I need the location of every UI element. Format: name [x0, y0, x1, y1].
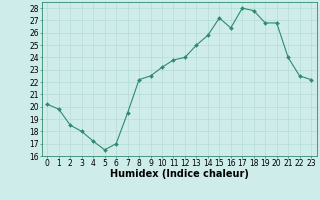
X-axis label: Humidex (Indice chaleur): Humidex (Indice chaleur) [110, 169, 249, 179]
